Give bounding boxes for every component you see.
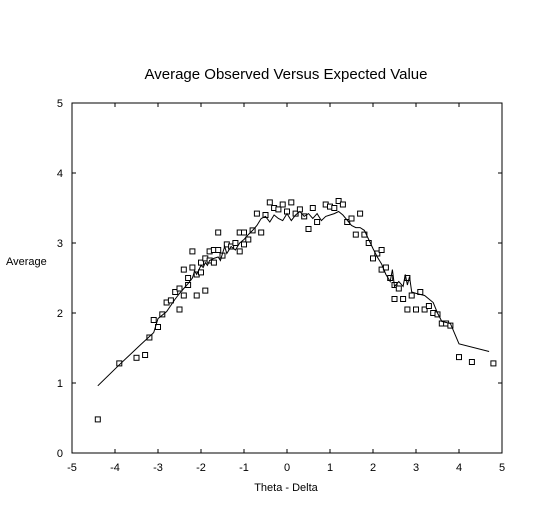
observed-point (176, 285, 183, 292)
observed-point (339, 201, 346, 208)
observed-point (150, 317, 157, 323)
x-tick-label: 3 (413, 462, 419, 474)
expected-line (97, 210, 490, 387)
observed-point (193, 292, 200, 299)
y-tick-label: 1 (57, 378, 63, 390)
y-axis-label: Average (6, 256, 47, 268)
plot-frame (71, 102, 503, 454)
observed-point (198, 269, 204, 276)
x-tick-label: 1 (327, 462, 333, 474)
observed-point (180, 266, 187, 273)
axis-ticks: -5 -4 -3 -2 -1 0 1 2 3 4 5 0 1 2 3 4 5 (57, 98, 505, 474)
observed-point (378, 247, 385, 253)
observed-point (133, 354, 140, 361)
x-tick-label: -3 (153, 462, 163, 474)
observed-point (400, 296, 407, 302)
observed-point (331, 205, 338, 211)
x-axis-label: Theta - Delta (254, 482, 318, 494)
observed-point (490, 360, 497, 367)
observed-point (189, 248, 196, 255)
y-tick-label: 5 (57, 98, 63, 110)
y-tick-label: 2 (57, 308, 63, 320)
observed-point (391, 296, 398, 302)
observed-point (288, 199, 295, 206)
chart-title: Average Observed Versus Expected Value (145, 66, 428, 83)
x-tick-label: -2 (196, 462, 206, 474)
observed-point (309, 205, 316, 211)
observed-point (159, 311, 166, 318)
observed-point (262, 212, 269, 218)
observed-point (215, 229, 222, 236)
observed-point (413, 306, 419, 313)
observed-point (348, 215, 355, 222)
observed-point (189, 264, 196, 271)
observed-point (176, 306, 183, 313)
observed-point (395, 285, 402, 292)
observed-point (142, 352, 149, 358)
observed-point (94, 416, 101, 423)
observed-point (215, 247, 222, 253)
observed-point (305, 226, 312, 232)
observed-point (245, 236, 252, 243)
x-tick-label: -1 (239, 462, 249, 474)
observed-point (241, 229, 247, 236)
observed-point (185, 275, 192, 281)
observed-point (404, 306, 411, 313)
observed-point (241, 241, 247, 248)
x-tick-label: 4 (456, 462, 462, 474)
observed-point (258, 229, 265, 236)
observed-point (185, 282, 192, 288)
x-tick-label: 5 (499, 462, 505, 474)
observed-point (180, 292, 187, 299)
x-tick-label: -5 (67, 462, 77, 474)
observed-point (279, 201, 286, 208)
observed-point (210, 259, 217, 266)
observed-point (370, 255, 376, 262)
observed-point (421, 306, 428, 313)
y-tick-label: 4 (57, 168, 63, 180)
observed-point (146, 334, 153, 341)
observed-point (408, 292, 415, 299)
observed-point (456, 354, 462, 361)
observed-point (425, 303, 432, 309)
observed-point (275, 206, 282, 213)
y-tick-label: 0 (57, 448, 63, 460)
observed-point (357, 210, 364, 217)
observed-point (314, 219, 321, 225)
observed-point (335, 198, 342, 204)
observed-point (167, 297, 174, 304)
observed-point (266, 199, 273, 206)
observed-point (253, 210, 260, 217)
observed-point (116, 360, 123, 367)
observed-point (172, 289, 179, 295)
x-tick-label: 0 (284, 462, 290, 474)
observed-point (352, 231, 359, 238)
x-tick-label: -4 (110, 462, 120, 474)
y-tick-label: 3 (57, 238, 63, 250)
x-tick-label: 2 (370, 462, 376, 474)
observed-point (236, 248, 243, 255)
observed-point (232, 240, 239, 246)
observed-point (202, 287, 209, 294)
observed-point (468, 359, 475, 365)
plot-marks (94, 198, 497, 423)
